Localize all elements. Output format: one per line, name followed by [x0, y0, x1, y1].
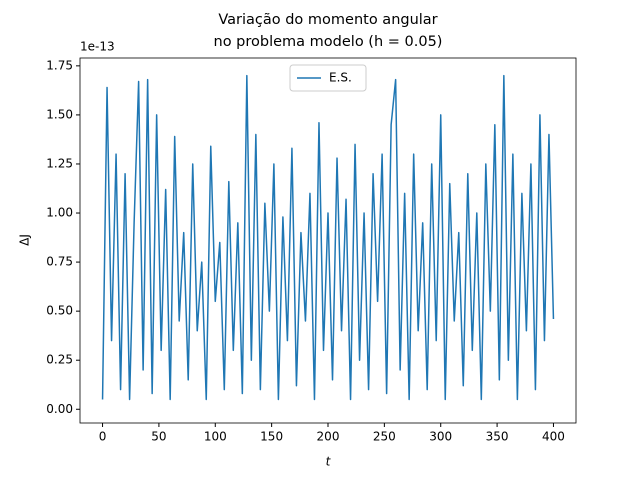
axes-frame: [79, 57, 577, 424]
y-tick-label: 1.50: [46, 107, 73, 121]
chart-title: no problema modelo (h = 0.05): [214, 34, 443, 50]
legend-label: E.S.: [329, 71, 352, 85]
x-tick-label: 0: [99, 430, 107, 444]
chart-title: Variação do momento angular: [218, 12, 437, 28]
y-tick-label: 0.25: [46, 353, 73, 367]
x-tick-label: 200: [317, 430, 340, 444]
x-tick-label: 400: [542, 430, 565, 444]
x-tick-label: 300: [429, 430, 452, 444]
y-axis-label: ΔJ: [18, 234, 32, 246]
y-tick-label: 0.00: [46, 402, 73, 416]
x-tick-label: 250: [373, 430, 396, 444]
legend-box: [289, 64, 367, 92]
y-tick-label: 1.75: [46, 58, 73, 72]
y-tick-label: 0.50: [46, 304, 73, 318]
x-tick-label: 350: [486, 430, 509, 444]
y-tick-label: 1.00: [46, 206, 73, 220]
x-tick-label: 100: [204, 430, 227, 444]
y-tick-label: 0.75: [46, 255, 73, 269]
line-series: [101, 74, 555, 401]
x-axis-label: t: [326, 455, 332, 469]
x-tick-label: 150: [260, 430, 283, 444]
offset-text: 1e-13: [80, 40, 115, 54]
y-tick-label: 1.25: [46, 156, 73, 170]
x-tick-label: 50: [151, 430, 166, 444]
